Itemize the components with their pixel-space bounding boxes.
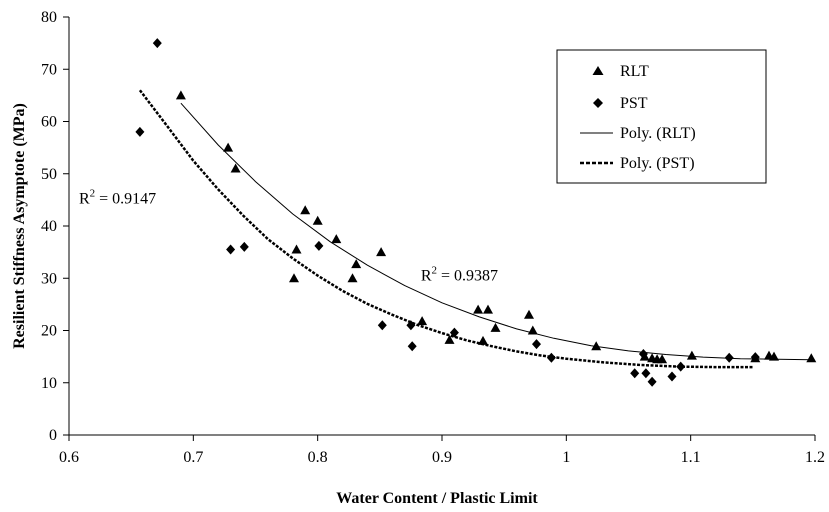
legend-item-poly-pst: Poly. (PST) (580, 155, 695, 172)
trendline-rlt (180, 102, 812, 361)
pst-point (750, 352, 760, 363)
pst-point (377, 320, 387, 331)
pst-point (406, 320, 416, 331)
y-tick-label: 50 (41, 166, 57, 183)
y-tick-label: 10 (41, 375, 57, 392)
rlt-point (483, 304, 493, 314)
rlt-point (806, 353, 817, 363)
x-tick-label: 1.1 (681, 449, 701, 466)
pst-point (641, 368, 651, 379)
rlt-point (417, 316, 428, 326)
pst-point (546, 352, 556, 363)
pst-point (630, 368, 640, 379)
rlt-point (351, 259, 362, 269)
x-tick-label: 0.9 (432, 449, 452, 466)
rlt-point (376, 247, 387, 257)
rlt-point (347, 273, 358, 283)
legend-item-poly-rlt: Poly. (RLT) (580, 125, 696, 142)
legend-pst-label: PST (620, 95, 648, 112)
legend-rlt-marker (592, 66, 604, 75)
y-tick-label: 40 (41, 218, 57, 235)
annotation-r2-rlt: R2 = 0.9387 (421, 264, 498, 284)
rlt-point (490, 322, 501, 332)
x-tick-label: 1 (562, 449, 570, 466)
legend-poly-pst-label: Poly. (PST) (620, 155, 695, 172)
annotations: R2 = 0.9147 R2 = 0.9387 (79, 188, 498, 285)
pst-point (407, 341, 417, 352)
y-tick-label: 60 (41, 114, 57, 131)
rlt-point (230, 163, 241, 173)
pst-point (239, 241, 249, 252)
y-tick-label: 20 (41, 323, 57, 340)
pst-point (647, 376, 657, 387)
rlt-point (478, 335, 488, 345)
pst-point (135, 126, 145, 137)
rlt-point (686, 350, 697, 360)
legend-item-pst: PST (593, 95, 648, 112)
rlt-point (769, 351, 779, 361)
rlt-point (473, 304, 484, 314)
rlt-point (591, 341, 602, 351)
x-axis-ticks: 0.6 0.7 0.8 0.9 1 1.1 1.2 (59, 435, 825, 466)
rlt-point (657, 354, 668, 364)
rlt-point (291, 244, 302, 254)
pst-point (638, 349, 648, 359)
rlt-point (527, 325, 538, 335)
legend: RLT PST Poly. (RLT) Poly. (PST) (556, 49, 767, 184)
y-tick-label: 80 (41, 9, 57, 26)
rlt-point (312, 215, 323, 225)
legend-box (556, 49, 767, 184)
rlt-point (175, 90, 186, 100)
pst-point (667, 371, 677, 382)
x-axis-title: Water Content / Plastic Limit (336, 490, 538, 507)
rlt-point (300, 205, 311, 215)
pst-point (314, 240, 324, 251)
rlt-point (289, 273, 299, 283)
legend-item-rlt: RLT (592, 63, 649, 80)
trendlines (138, 89, 812, 369)
pst-point (676, 361, 686, 372)
legend-pst-marker (593, 98, 603, 108)
y-axis-ticks: 0 10 20 30 40 50 60 70 80 (41, 9, 69, 444)
annotation-r2-pst: R2 = 0.9147 (79, 188, 156, 208)
x-tick-label: 0.8 (308, 449, 328, 466)
x-tick-label: 0.7 (183, 449, 203, 466)
rlt-point (524, 309, 534, 319)
rlt-point (223, 142, 234, 152)
legend-rlt-label: RLT (620, 63, 649, 80)
rlt-point (331, 234, 342, 244)
legend-poly-rlt-label: Poly. (RLT) (620, 125, 696, 142)
pst-point (226, 244, 236, 255)
x-tick-label: 1.2 (805, 449, 825, 466)
y-tick-label: 0 (49, 427, 57, 444)
y-tick-label: 70 (41, 61, 57, 78)
x-tick-label: 0.6 (59, 449, 79, 466)
data-points (135, 38, 817, 387)
pst-point (449, 327, 459, 338)
y-tick-label: 30 (41, 270, 57, 287)
trendline-pst (138, 89, 753, 369)
y-axis-title: Resilient Stiffness Asymptote (MPa) (11, 103, 28, 349)
pst-point (152, 38, 162, 49)
pst-point (724, 352, 734, 363)
pst-point (532, 339, 541, 350)
rlt-point (444, 334, 455, 344)
